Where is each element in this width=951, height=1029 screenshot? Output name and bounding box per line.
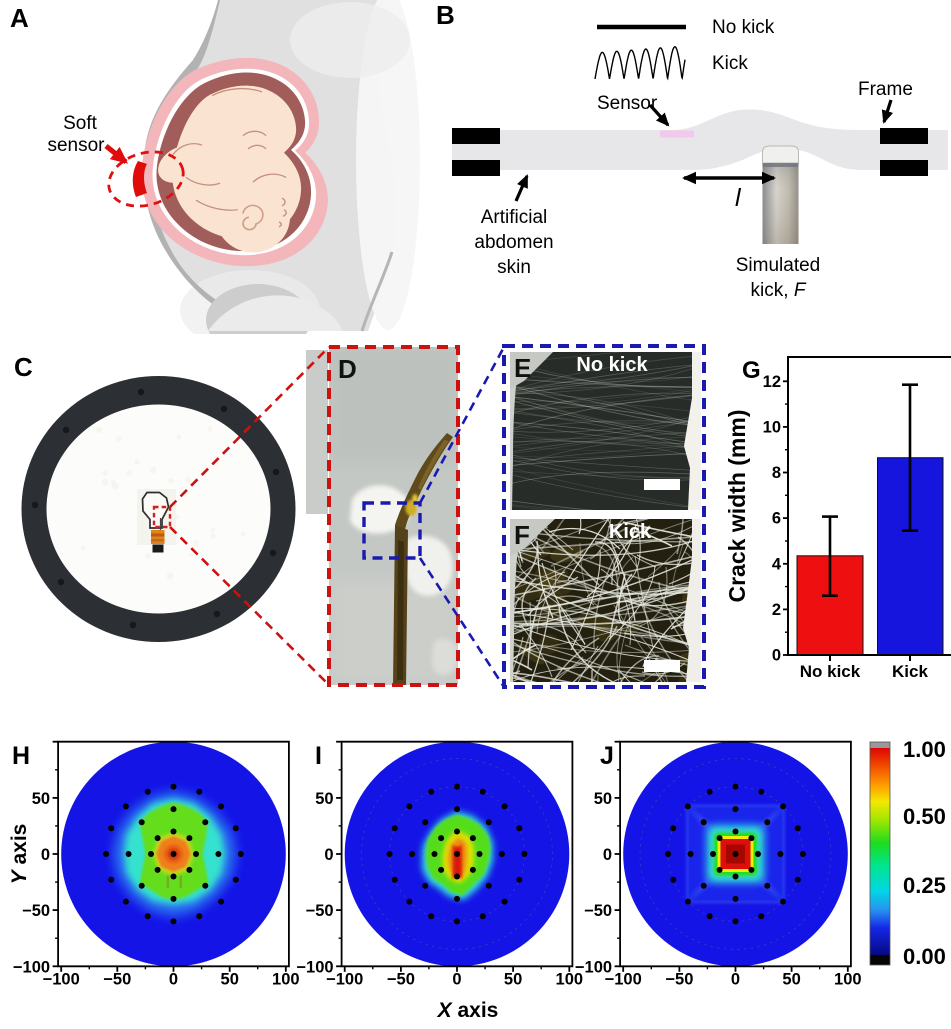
svg-text:−100: −100 [43,970,80,988]
svg-text:1.00: 1.00 [903,737,946,762]
svg-text:Kick: Kick [892,662,928,681]
svg-text:4: 4 [772,555,782,573]
svg-text:12: 12 [763,373,781,391]
svg-text:X axis: X axis [437,999,499,1022]
svg-text:0: 0 [169,970,178,988]
svg-text:skin: skin [497,257,531,278]
svg-text:E: E [514,353,531,383]
svg-text:100: 100 [834,970,862,988]
svg-text:Sensor: Sensor [597,93,658,114]
svg-text:G: G [742,357,761,384]
svg-text:−50: −50 [387,970,415,988]
svg-text:D: D [338,354,357,384]
svg-text:−50: −50 [103,970,131,988]
svg-text:sensor: sensor [47,135,105,156]
svg-text:0.50: 0.50 [903,804,946,829]
svg-text:2: 2 [772,601,781,619]
svg-text:0: 0 [41,846,50,864]
svg-text:−50: −50 [665,970,693,988]
svg-text:No kick: No kick [576,354,648,376]
svg-text:50: 50 [32,790,50,808]
svg-text:F: F [514,520,530,550]
svg-text:10: 10 [763,418,781,436]
svg-text:Kick: Kick [609,521,652,543]
svg-text:50: 50 [504,970,522,988]
svg-text:abdomen: abdomen [474,232,553,253]
svg-text:Simulated: Simulated [736,255,821,276]
svg-text:l: l [735,184,742,212]
svg-text:Y axis: Y axis [8,824,31,885]
svg-text:50: 50 [221,970,239,988]
svg-text:−50: −50 [22,902,50,920]
svg-text:0: 0 [324,846,333,864]
svg-text:−100: −100 [13,958,50,976]
svg-text:−100: −100 [605,970,642,988]
svg-text:6: 6 [772,510,781,528]
svg-text:Crack width (mm): Crack width (mm) [724,410,750,603]
svg-text:50: 50 [594,790,612,808]
svg-text:kick, F: kick, F [751,280,807,301]
svg-text:J: J [600,742,614,770]
svg-text:No kick: No kick [712,17,775,38]
svg-text:No kick: No kick [800,662,861,681]
svg-text:−50: −50 [306,902,334,920]
svg-text:A: A [10,3,29,33]
svg-text:H: H [12,742,30,770]
svg-text:I: I [315,742,322,770]
svg-text:Frame: Frame [858,79,913,100]
svg-text:Artificial: Artificial [481,207,548,228]
svg-text:0: 0 [452,970,461,988]
svg-text:−100: −100 [326,970,363,988]
svg-text:0.25: 0.25 [903,873,946,898]
svg-text:B: B [436,0,455,30]
svg-text:0: 0 [731,970,740,988]
svg-text:−50: −50 [584,902,612,920]
svg-text:0: 0 [772,647,781,665]
svg-text:100: 100 [556,970,584,988]
svg-text:0.00: 0.00 [903,944,946,969]
svg-text:100: 100 [272,970,300,988]
svg-text:50: 50 [782,970,800,988]
svg-text:8: 8 [772,464,781,482]
svg-text:Kick: Kick [712,53,748,74]
svg-text:0: 0 [603,846,612,864]
svg-text:Soft: Soft [63,113,98,134]
svg-text:−100: −100 [575,958,612,976]
svg-text:−100: −100 [296,958,333,976]
svg-text:50: 50 [315,790,333,808]
svg-text:C: C [14,352,33,382]
